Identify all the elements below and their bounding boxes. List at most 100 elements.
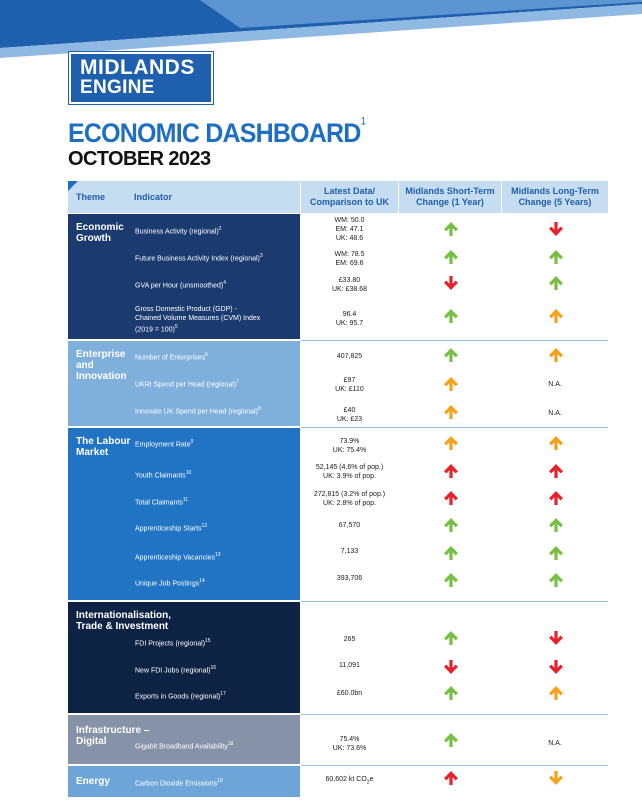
value-app-starts: 67,570 [338, 522, 361, 529]
section-divider [301, 340, 608, 341]
value-gva: £33.80 UK: £38.68 [331, 277, 368, 293]
arrow-up-red-icon [443, 463, 459, 479]
section-title-energy: Energy [76, 776, 110, 787]
section-divider [301, 427, 608, 428]
indicator-gdp: Gross Domestic Product (GDP) - Chained Vo… [135, 306, 261, 334]
section-title-infrastructure: Infrastructure – Digital [76, 725, 150, 747]
indicator-fdi-jobs: New FDI Jobs (regional)16 [135, 665, 217, 675]
indicator-broadband: Gigabit Broadband Availability18 [135, 741, 234, 751]
section-divider [301, 714, 608, 715]
indicator-exports: Exports in Goods (regional)17 [135, 691, 226, 701]
page-subtitle: OCTOBER 2023 [68, 148, 211, 170]
midlands-engine-logo: MIDLANDS ENGINE [68, 51, 214, 105]
header-long-term: Midlands Long-Term Change (5 Years) [502, 181, 608, 213]
na-innovate-long: N.A. [548, 410, 562, 417]
arrow-up-orange-icon [548, 685, 564, 701]
arrow-up-green-icon [548, 517, 564, 533]
section-energy: Energy [68, 766, 300, 797]
section-enterprise-innovation: Enterprise and Innovation [68, 341, 300, 426]
arrow-up-orange-icon [548, 435, 564, 451]
indicator-app-vacancies: Apprenticeship Vacancies13 [135, 552, 221, 562]
header-corner-mark [68, 181, 78, 191]
arrow-up-green-icon [443, 545, 459, 561]
value-job-postings: 393,706 [336, 575, 363, 582]
value-gdp: 96.4 UK: 95.7 [335, 311, 364, 327]
na-ukri-long: N.A. [548, 381, 562, 388]
arrow-up-red-icon [443, 490, 459, 506]
header-latest-data: Latest Data/Comparison to UK [301, 181, 398, 213]
section-title-international: Internationalisation, Trade & Investment [76, 610, 172, 632]
value-business-activity: WM: 50.0 EM: 47.1 UK: 48.6 [334, 217, 365, 242]
logo-line-1: MIDLANDS [80, 56, 195, 79]
arrow-down-orange-icon [548, 770, 564, 786]
arrow-up-orange-icon [548, 347, 564, 363]
indicator-total-claimants: Total Claimants11 [135, 497, 189, 507]
arrow-up-green-icon [443, 517, 459, 533]
indicator-co2: Carbon Dioxide Emissions19 [135, 778, 223, 788]
arrow-up-orange-icon [443, 435, 459, 451]
arrow-up-green-icon [443, 249, 459, 265]
value-enterprises: 407,825 [336, 353, 363, 360]
section-infrastructure-digital: Infrastructure – Digital [68, 715, 300, 764]
arrow-up-green-icon [548, 275, 564, 291]
arrow-up-green-icon [443, 572, 459, 588]
section-divider [301, 601, 608, 602]
arrow-up-red-icon [548, 463, 564, 479]
title-footnote: 1 [360, 115, 367, 128]
value-broadband: 75.4% UK: 73.6% [332, 736, 367, 752]
page-title: ECONOMIC DASHBOARD1 [68, 115, 367, 149]
header-banner [0, 0, 642, 58]
arrow-up-orange-icon [443, 376, 459, 392]
section-economic-growth: Economic Growth [68, 214, 300, 339]
section-divider [301, 765, 608, 766]
value-co2: 60,602 kt CO2e [325, 776, 374, 786]
section-title-enterprise: Enterprise and Innovation [76, 349, 127, 382]
value-fdi-jobs: 11,091 [339, 662, 360, 669]
indicator-enterprises: Number of Enterprises6 [135, 352, 208, 362]
value-exports: £60.0bn [336, 690, 363, 697]
arrow-down-red-icon [548, 221, 564, 237]
arrow-up-green-icon [548, 545, 564, 561]
indicator-ukri: UKRI Spend per Head (regional)7 [135, 379, 239, 389]
section-title-labour: The Labour Market [76, 436, 131, 458]
header-theme: Theme [76, 192, 106, 202]
arrow-up-red-icon [443, 770, 459, 786]
arrow-down-red-icon [443, 275, 459, 291]
arrow-up-orange-icon [443, 404, 459, 420]
arrow-up-orange-icon [548, 308, 564, 324]
section-title-economic: Economic Growth [76, 222, 124, 244]
arrow-up-green-icon [548, 249, 564, 265]
arrow-up-green-icon [443, 308, 459, 324]
arrow-up-green-icon [443, 347, 459, 363]
value-app-vacancies: 7,133 [340, 548, 359, 555]
arrow-down-red-icon [443, 659, 459, 675]
indicator-youth-claimants: Youth Claimants10 [135, 470, 192, 480]
indicator-app-starts: Apprenticeship Starts12 [135, 523, 208, 533]
arrow-up-green-icon [443, 630, 459, 646]
arrow-up-green-icon [548, 572, 564, 588]
section-internationalisation: Internationalisation, Trade & Investment [68, 602, 300, 713]
indicator-gva: GVA per Hour (unsmoothed)4 [135, 280, 226, 290]
value-youth: 52,145 (4.6% of pop.) UK: 3.9% of pop. [315, 464, 384, 480]
na-broadband-long: N.A. [548, 740, 562, 747]
header-short-term: Midlands Short-Term Change (1 Year) [399, 181, 501, 213]
indicator-innovate: Innovate UK Spend per Head (regional)8 [135, 406, 261, 416]
logo-line-2: ENGINE [80, 77, 155, 98]
value-fdi-projects: 265 [343, 636, 356, 643]
arrow-up-red-icon [548, 490, 564, 506]
indicator-business-activity: Business Activity (regional)2 [135, 226, 222, 236]
indicator-employment: Employment Rate9 [135, 439, 194, 449]
indicator-future-business: Future Business Activity Index (regional… [135, 253, 263, 263]
value-future-business: WM: 78.5 EM: 69.6 [334, 251, 365, 267]
value-employment: 73.9% UK: 75.4% [332, 438, 367, 454]
value-innovate: £40 UK: £23 [336, 407, 363, 423]
indicator-job-postings: Unique Job Postings14 [135, 578, 205, 588]
arrow-down-red-icon [548, 630, 564, 646]
arrow-down-red-icon [548, 659, 564, 675]
header-indicator: Indicator [134, 192, 173, 202]
arrow-up-green-icon [443, 685, 459, 701]
table-header-theme-indicator: Theme Indicator [68, 181, 300, 213]
value-total-claimants: 272,815 (3.2% of pop.) UK: 2.8% of pop. [313, 491, 386, 507]
arrow-up-green-icon [443, 732, 459, 748]
value-ukri: £97 UK: £110 [335, 377, 364, 393]
